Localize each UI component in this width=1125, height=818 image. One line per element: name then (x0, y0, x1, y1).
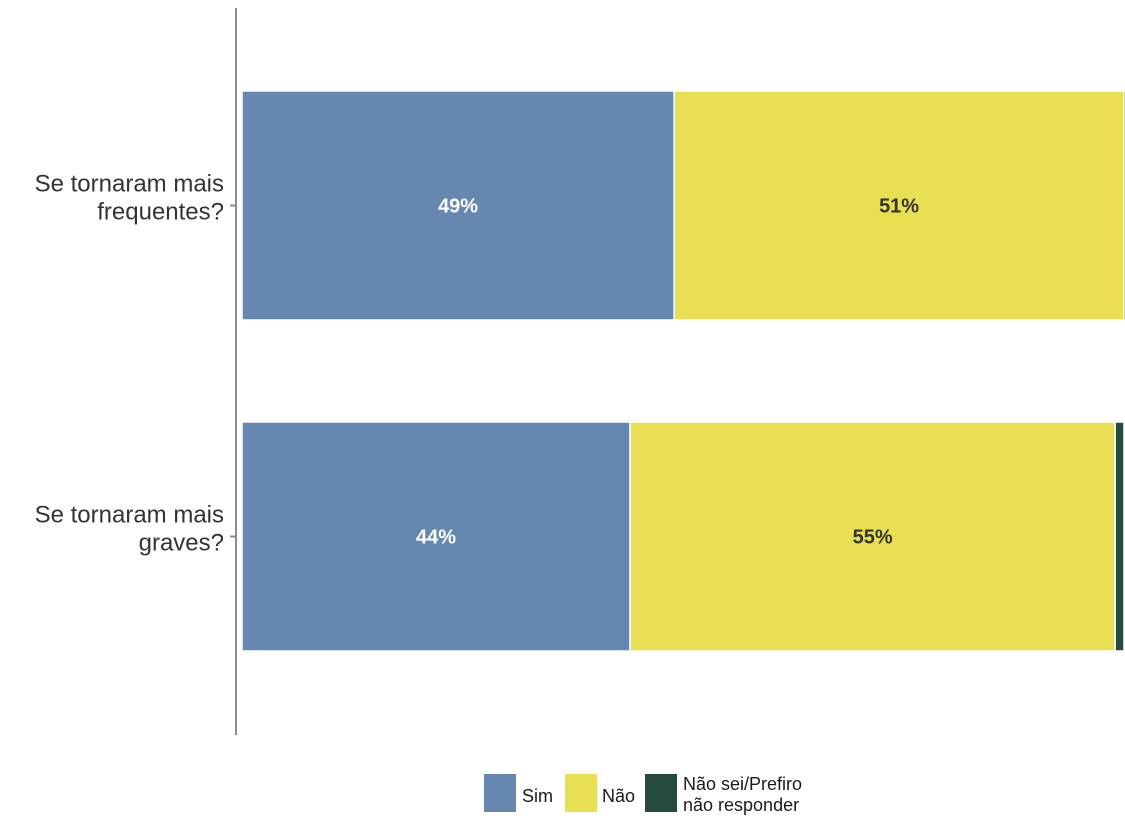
legend-label-line: Não (602, 786, 635, 806)
category-label-line: graves? (139, 530, 224, 557)
data-label: 55% (853, 527, 893, 549)
bar-segment (1115, 422, 1124, 651)
legend-swatch (645, 774, 677, 812)
data-label: 49% (438, 196, 478, 218)
legend-label: Não (602, 786, 635, 806)
legend-swatch (484, 774, 516, 812)
legend-swatch (565, 774, 597, 812)
legend-label: Sim (522, 786, 553, 806)
category-label-line: Se tornaram mais (35, 502, 224, 529)
category-label: Se tornaram mais frequentes? (35, 171, 224, 226)
category-label: Se tornaram mais graves? (35, 502, 224, 557)
data-label: 44% (416, 527, 456, 549)
category-labels: Se tornaram mais frequentes?Se tornaram m… (35, 171, 224, 557)
legend-label: Não sei/Prefiro não responder (683, 774, 802, 815)
category-label-line: frequentes? (97, 199, 224, 226)
data-label: 51% (879, 196, 919, 218)
legend: Sim Não Não sei/Prefiro não responder (484, 774, 802, 815)
legend-label-line: Não sei/Prefiro (683, 774, 802, 794)
bars-group: 49% 51% 44% 55% (242, 91, 1125, 651)
category-label-line: Se tornaram mais (35, 171, 224, 198)
legend-label-line: não responder (683, 795, 799, 815)
legend-label-line: Sim (522, 786, 553, 806)
